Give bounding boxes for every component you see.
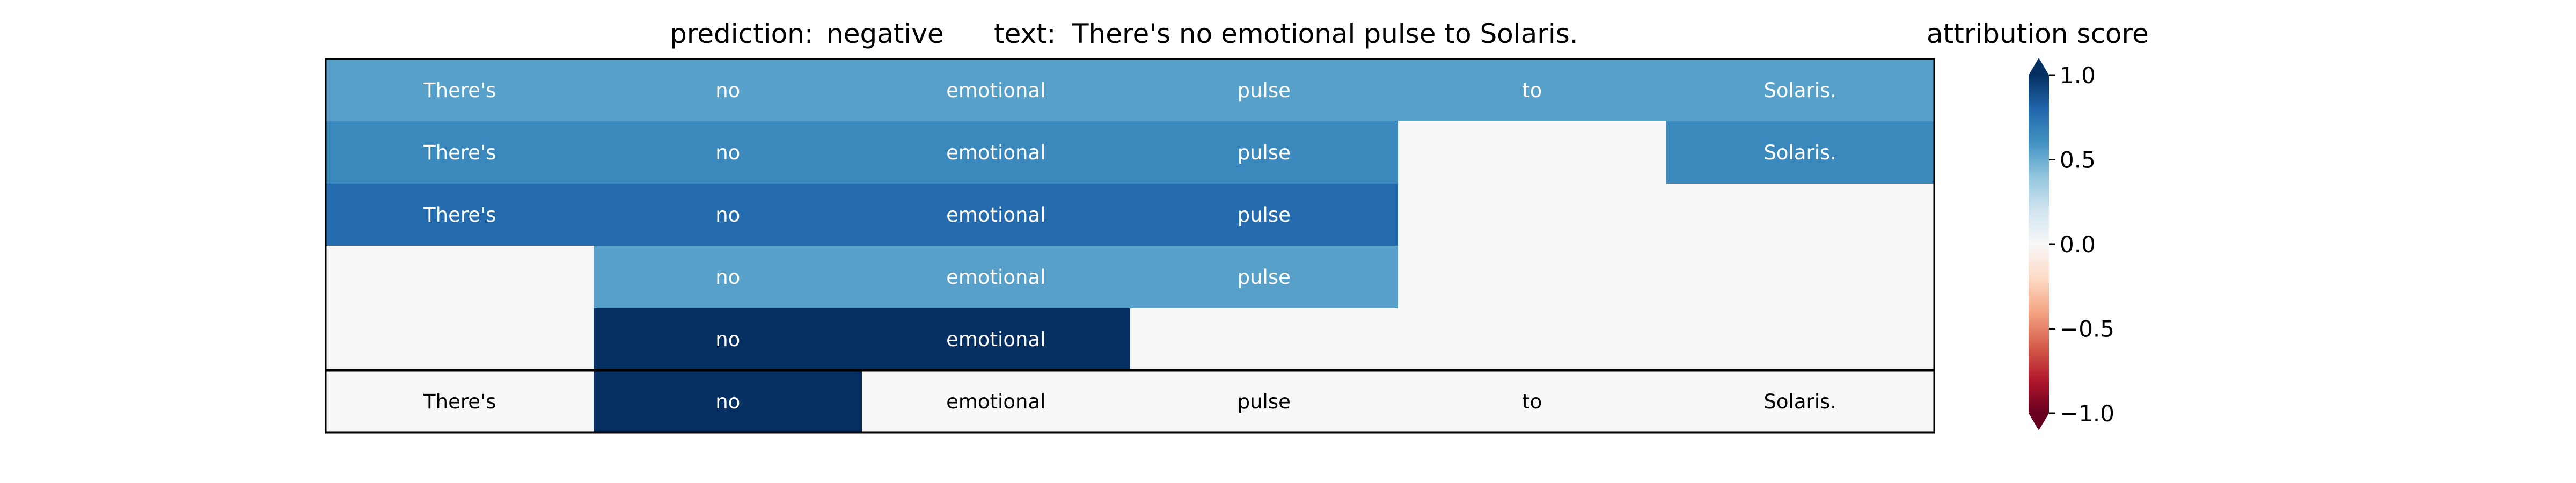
colorbar-gradient [2029, 75, 2049, 413]
heatmap-cell [1398, 59, 1667, 122]
cell-token-label: There's [423, 390, 496, 413]
heatmap-cell [1130, 121, 1399, 184]
cell-token-label: no [715, 328, 740, 351]
cell-token-label: no [715, 141, 740, 164]
heatmap-cell [594, 184, 862, 246]
prediction-value: negative [826, 18, 944, 49]
heatmap-cell [862, 370, 1131, 433]
heatmap-cell [862, 246, 1131, 309]
heatmap-cell [1130, 308, 1399, 371]
cell-token-label: emotional [946, 141, 1045, 164]
text-label: text: [994, 18, 1056, 49]
heatmap-cells [326, 59, 1935, 433]
cell-token-label: pulse [1238, 390, 1291, 413]
heatmap-cell [1666, 59, 1935, 122]
heatmap-cell [326, 308, 595, 371]
cell-token-label: no [715, 203, 740, 226]
colorbar-label: attribution score [1927, 18, 2149, 49]
colorbar-tick-label: −1.0 [2060, 400, 2114, 427]
heatmap-cell [1398, 246, 1667, 309]
cell-token-label: emotional [946, 266, 1045, 289]
heatmap-cell [594, 59, 862, 122]
heatmap-cell [1130, 246, 1399, 309]
colorbar-extend-top [2029, 58, 2049, 75]
colorbar-tick-label: 0.0 [2060, 231, 2096, 258]
colorbar-tick-label: −0.5 [2060, 316, 2114, 342]
prediction-label: prediction: [670, 18, 814, 49]
heatmap-cell [862, 184, 1131, 246]
cell-token-label: no [715, 266, 740, 289]
heatmap-frame [325, 58, 1935, 434]
heatmap-cell [326, 59, 595, 122]
colorbar-tick-label: 0.5 [2060, 147, 2096, 173]
cell-token-label: Solaris. [1763, 390, 1836, 413]
cell-token-label: to [1522, 79, 1542, 102]
heatmap-cell [1666, 246, 1935, 309]
heatmap-cell [326, 246, 595, 309]
heatmap-cell [594, 308, 862, 371]
cell-token-label: emotional [946, 203, 1045, 226]
heatmap-cell [1398, 121, 1667, 184]
cell-token-label: no [715, 79, 740, 102]
heatmap-cell [594, 370, 862, 433]
cell-token-label: There's [423, 203, 496, 226]
heatmap-cell [326, 121, 595, 184]
colorbar [2029, 58, 2049, 430]
cell-token-label: no [715, 390, 740, 413]
colorbar-ticks: 1.0 0.5 0.0 −0.5 −1.0 [2049, 62, 2114, 427]
heatmap-cell [1130, 370, 1399, 433]
cell-token-label: pulse [1238, 203, 1291, 226]
heatmap-cell [862, 121, 1131, 184]
heatmap-labels: There's no emotional pulse to Solaris. There's… [423, 79, 1836, 413]
cell-token-label: Solaris. [1763, 141, 1836, 164]
cell-token-label: emotional [946, 390, 1045, 413]
cell-token-label: to [1522, 390, 1542, 413]
cell-token-label: emotional [946, 79, 1045, 102]
heatmap-cell [326, 370, 595, 433]
heatmap-cell [594, 121, 862, 184]
heatmap-cell [326, 184, 595, 246]
colorbar-extend-bottom [2029, 413, 2049, 430]
heatmap-cell [1666, 184, 1935, 246]
heatmap-cell [1130, 59, 1399, 122]
heatmap-cell [1666, 370, 1935, 433]
heatmap-cell [1666, 121, 1935, 184]
cell-token-label: pulse [1238, 266, 1291, 289]
heatmap-cell [1666, 308, 1935, 371]
heatmap-cell [1398, 370, 1667, 433]
cell-token-label: pulse [1238, 141, 1291, 164]
heatmap-cell [1398, 184, 1667, 246]
cell-token-label: pulse [1238, 79, 1291, 102]
heatmap-cell [1130, 184, 1399, 246]
heatmap-cell [1398, 308, 1667, 371]
cell-token-label: There's [423, 79, 496, 102]
cell-token-label: Solaris. [1763, 79, 1836, 102]
colorbar-tick-label: 1.0 [2060, 62, 2096, 89]
text-value: There's no emotional pulse to Solaris. [1072, 18, 1578, 49]
heatmap-cell [862, 59, 1131, 122]
heatmap-cell [594, 246, 862, 309]
heatmap-cell [862, 308, 1131, 371]
cell-token-label: emotional [946, 328, 1045, 351]
cell-token-label: There's [423, 141, 496, 164]
